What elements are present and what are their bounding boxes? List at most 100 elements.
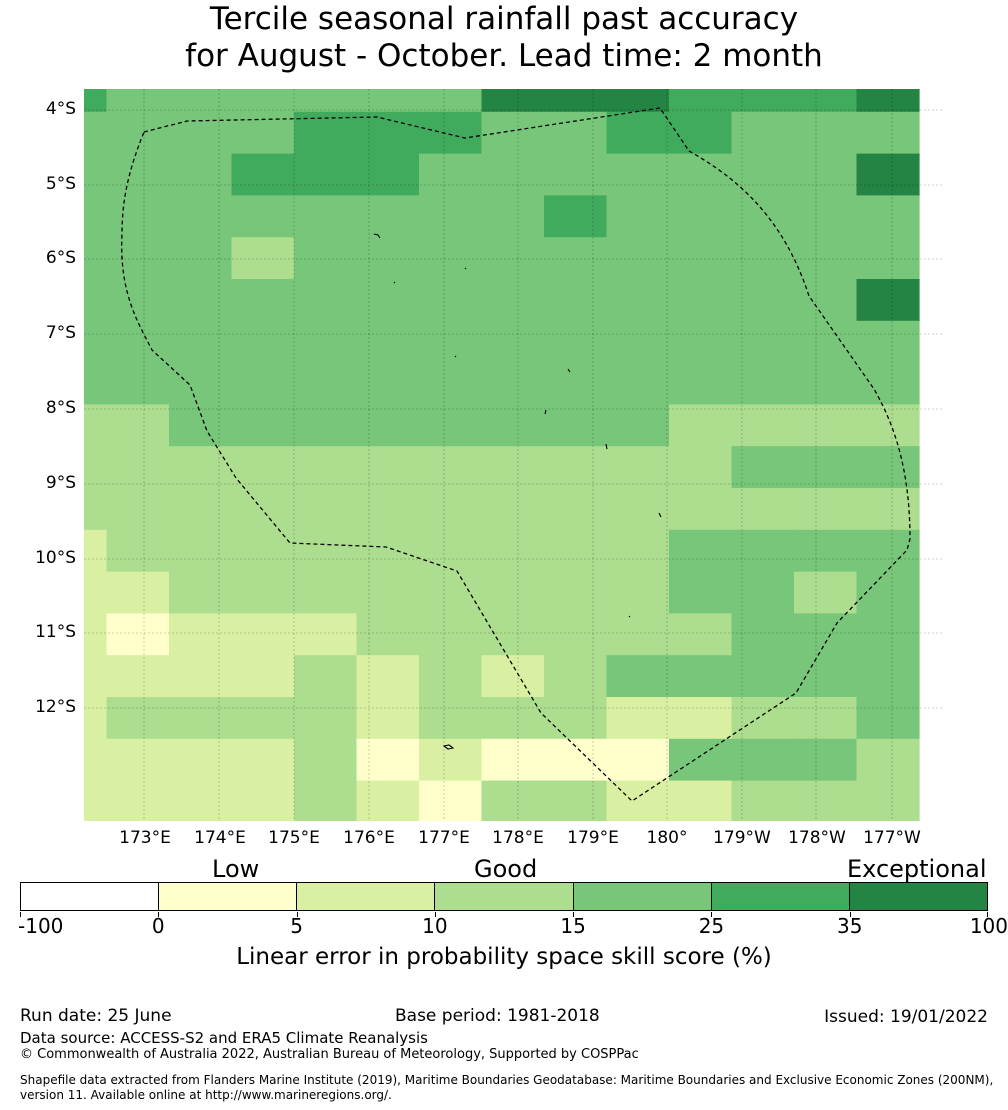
colorbar-tick bbox=[711, 912, 713, 917]
grid-cell bbox=[544, 404, 608, 447]
grid-cell bbox=[481, 697, 545, 740]
grid-cell bbox=[169, 111, 233, 155]
colorbar-segment bbox=[297, 883, 436, 910]
grid-cell bbox=[856, 613, 920, 656]
skill-map-canvas bbox=[84, 89, 944, 821]
grid-cell bbox=[231, 362, 295, 405]
grid-cell bbox=[544, 89, 608, 113]
latitude-label: 11°S bbox=[35, 622, 76, 642]
grid-cell bbox=[106, 237, 170, 280]
colorbar bbox=[20, 882, 988, 911]
latitude-label: 12°S bbox=[35, 697, 76, 717]
latitude-label: 5°S bbox=[45, 174, 76, 194]
grid-cell bbox=[169, 446, 233, 489]
grid-cell bbox=[294, 153, 358, 196]
grid-cell bbox=[606, 195, 670, 238]
grid-cell bbox=[481, 320, 545, 364]
grid-cell bbox=[84, 613, 108, 656]
grid-cell bbox=[356, 655, 420, 698]
longitude-label: 178°W bbox=[788, 828, 846, 848]
grid-cell bbox=[481, 529, 545, 573]
grid-cell bbox=[669, 89, 733, 113]
grid-cell bbox=[169, 362, 233, 405]
colorbar-tick-label: 35 bbox=[836, 914, 863, 938]
grid-cell bbox=[856, 697, 920, 740]
longitude-label: 174°E bbox=[194, 828, 246, 848]
grid-cell bbox=[731, 613, 795, 656]
grid-cell bbox=[731, 697, 795, 740]
base-period: Base period: 1981-2018 bbox=[395, 1006, 600, 1026]
grid-cell bbox=[481, 780, 545, 821]
grid-cell bbox=[419, 738, 483, 782]
grid-cell bbox=[606, 279, 670, 322]
grid-cell bbox=[606, 89, 670, 113]
grid-cell bbox=[419, 613, 483, 656]
grid-cell bbox=[606, 153, 670, 196]
grid-cell bbox=[606, 237, 670, 280]
grid-cell bbox=[856, 362, 920, 405]
grid-cell bbox=[731, 320, 795, 364]
grid-cell bbox=[231, 89, 295, 113]
longitude-label: 179°W bbox=[713, 828, 771, 848]
grid-cell bbox=[669, 111, 733, 155]
island-outline bbox=[567, 368, 571, 373]
grid-cell bbox=[84, 529, 108, 573]
grid-cell bbox=[419, 320, 483, 364]
grid-cell bbox=[356, 446, 420, 489]
grid-cell bbox=[169, 738, 233, 782]
island-outline bbox=[464, 267, 467, 270]
grid-cell bbox=[294, 89, 358, 113]
grid-cell bbox=[356, 279, 420, 322]
colorbar-tick-label: 15 bbox=[560, 914, 586, 938]
grid-cell bbox=[856, 320, 920, 364]
grid-cell bbox=[669, 279, 733, 322]
grid-cell bbox=[731, 780, 795, 821]
grid-cell bbox=[856, 195, 920, 238]
grid-cell bbox=[481, 571, 545, 614]
grid-cell bbox=[794, 153, 858, 196]
grid-cell bbox=[856, 738, 920, 782]
colorbar-tick-label: 100 bbox=[969, 914, 1008, 938]
grid-cell bbox=[84, 571, 108, 614]
grid-cell bbox=[606, 111, 670, 155]
grid-cell bbox=[169, 571, 233, 614]
grid-cell bbox=[606, 404, 670, 447]
grid-cell bbox=[231, 488, 295, 531]
grid-cell bbox=[294, 613, 358, 656]
grid-cell bbox=[294, 320, 358, 364]
longitude-label: 180° bbox=[646, 828, 688, 848]
grid-cell bbox=[294, 404, 358, 447]
grid-cell bbox=[294, 571, 358, 614]
grid-cell bbox=[731, 571, 795, 614]
grid-cell bbox=[169, 279, 233, 322]
grid-cell bbox=[606, 655, 670, 698]
grid-cell bbox=[731, 195, 795, 238]
grid-cell bbox=[169, 780, 233, 821]
grid-cell bbox=[231, 153, 295, 196]
data-source: Data source: ACCESS-S2 and ERA5 Climate … bbox=[20, 1029, 428, 1047]
grid-cell bbox=[84, 195, 108, 238]
grid-cell bbox=[169, 529, 233, 573]
grid-cell bbox=[231, 446, 295, 489]
grid-cell bbox=[481, 279, 545, 322]
map-title-line-1: Tercile seasonal rainfall past accuracy bbox=[209, 1, 799, 37]
grid-cell bbox=[856, 153, 920, 196]
issued-date: Issued: 19/01/2022 bbox=[824, 1007, 988, 1027]
grid-cell bbox=[544, 446, 608, 489]
grid-cell bbox=[606, 320, 670, 364]
grid-cell bbox=[856, 655, 920, 698]
colorbar-segment bbox=[849, 883, 987, 910]
grid-cell bbox=[856, 89, 920, 113]
grid-cell bbox=[356, 89, 420, 113]
grid-cell bbox=[294, 446, 358, 489]
grid-cell bbox=[669, 320, 733, 364]
grid-cell bbox=[294, 237, 358, 280]
grid-cell bbox=[356, 153, 420, 196]
grid-cell bbox=[84, 780, 108, 821]
grid-cell bbox=[856, 571, 920, 614]
grid-cell bbox=[356, 738, 420, 782]
grid-cell bbox=[84, 237, 108, 280]
grid-cell bbox=[731, 89, 795, 113]
grid-cell bbox=[731, 446, 795, 489]
grid-cell bbox=[169, 237, 233, 280]
